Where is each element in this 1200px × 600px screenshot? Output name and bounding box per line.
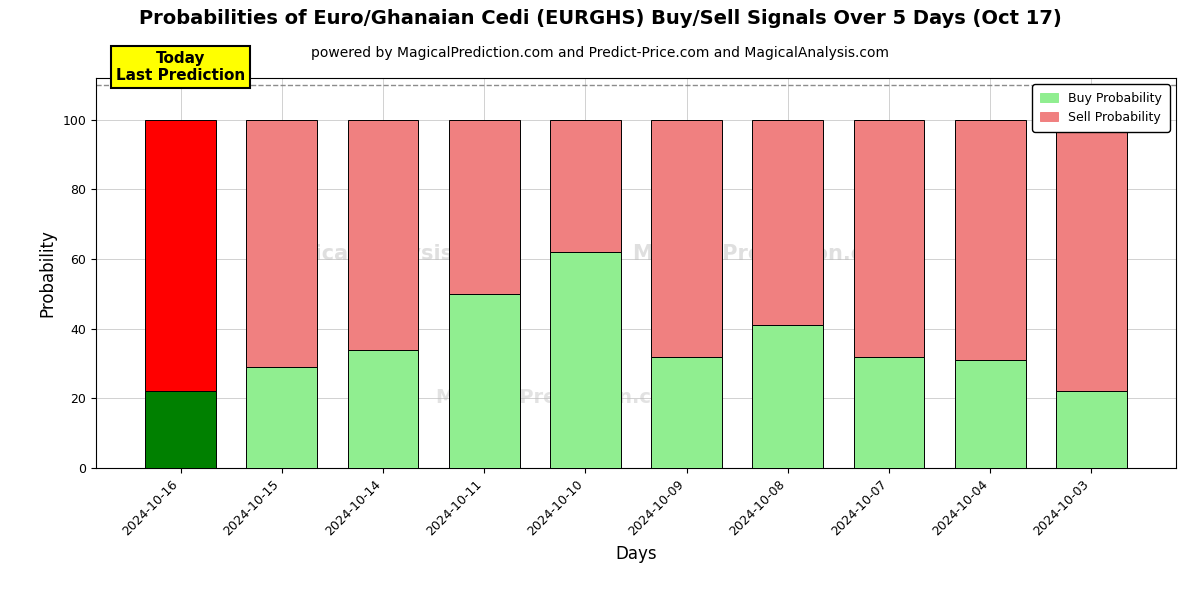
Bar <box>752 120 823 325</box>
Bar <box>246 120 317 367</box>
Text: MagicalAnalysis.com: MagicalAnalysis.com <box>265 244 510 263</box>
Bar <box>449 120 520 294</box>
X-axis label: Days: Days <box>616 545 656 563</box>
Text: powered by MagicalPrediction.com and Predict-Price.com and MagicalAnalysis.com: powered by MagicalPrediction.com and Pre… <box>311 46 889 60</box>
Bar <box>955 120 1026 360</box>
Text: MagicalPrediction.com: MagicalPrediction.com <box>436 388 685 407</box>
Bar <box>853 120 924 356</box>
Bar <box>348 350 419 468</box>
Bar <box>955 360 1026 468</box>
Text: Today
Last Prediction: Today Last Prediction <box>116 51 245 83</box>
Bar <box>652 356 722 468</box>
Bar <box>145 120 216 391</box>
Y-axis label: Probability: Probability <box>38 229 56 317</box>
Bar <box>145 391 216 468</box>
Bar <box>550 120 620 252</box>
Bar <box>449 294 520 468</box>
Bar <box>1056 120 1127 391</box>
Text: Probabilities of Euro/Ghanaian Cedi (EURGHS) Buy/Sell Signals Over 5 Days (Oct 1: Probabilities of Euro/Ghanaian Cedi (EUR… <box>139 9 1061 28</box>
Text: MagicalPrediction.com: MagicalPrediction.com <box>632 244 899 263</box>
Bar <box>853 356 924 468</box>
Bar <box>246 367 317 468</box>
Bar <box>1056 391 1127 468</box>
Bar <box>652 120 722 356</box>
Bar <box>752 325 823 468</box>
Bar <box>550 252 620 468</box>
Bar <box>348 120 419 350</box>
Legend: Buy Probability, Sell Probability: Buy Probability, Sell Probability <box>1032 84 1170 131</box>
